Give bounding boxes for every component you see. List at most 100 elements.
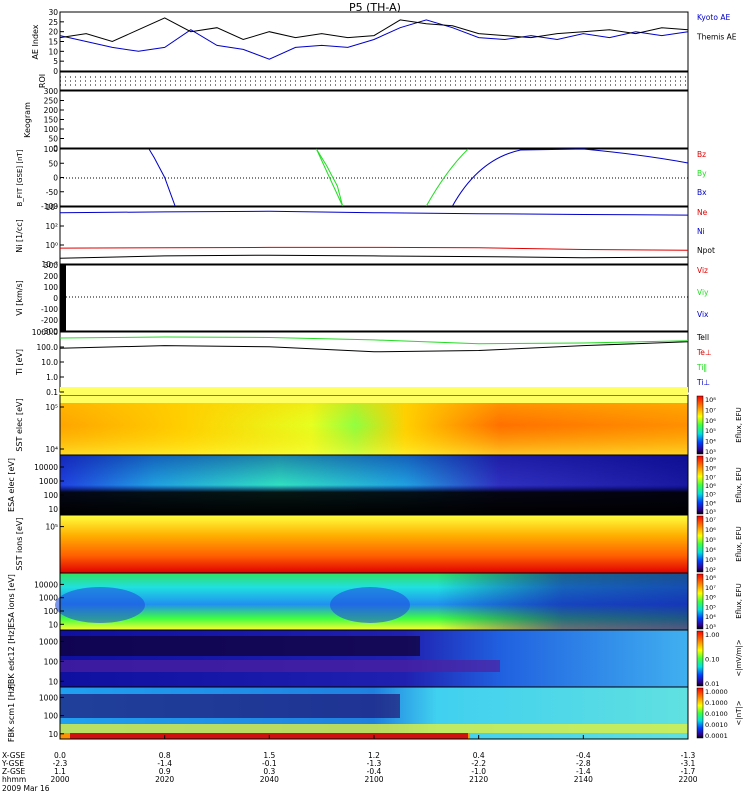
cbar-tick-label: 0.10 [705, 656, 719, 664]
legend-velocity: Vix [697, 310, 709, 319]
legend-bfit: Bz [697, 150, 706, 159]
y-tick-label: 0.1 [46, 388, 58, 397]
y-tick-label: 250 [44, 97, 59, 106]
y-tick-label: 10⁵ [45, 403, 58, 412]
ephemeris-value: -1.0 [471, 767, 486, 776]
ephem-label-z: Z-GSE [2, 767, 26, 776]
ephemeris-value: 2200 [678, 775, 697, 784]
y-tick-label: 0 [53, 67, 58, 76]
y-tick-label: -300 [41, 327, 58, 336]
y-tick-label: 10⁵ [45, 523, 58, 532]
series-line-temperature [59, 341, 689, 353]
series-line-ae [59, 17, 689, 43]
esa-ion-dip-left [55, 587, 145, 623]
y-tick-label: 0 [53, 294, 58, 303]
frame-keogram [59, 90, 689, 149]
y-axis-labels: AE Index ROI Keogram B_FIT [GSE] [nT] Ni… [7, 24, 47, 742]
ephemeris-value: 1.2 [368, 751, 380, 760]
y-tick-label: 10 [48, 620, 58, 629]
y-tick-label: 10000 [34, 463, 58, 472]
y-tick-label: 150 [44, 116, 59, 125]
y-tick-label: 0 [53, 174, 58, 183]
y-tick-label: 50 [48, 135, 58, 144]
legend-bfit: Bx [697, 188, 707, 197]
cbar-tick-label: 0.0001 [705, 732, 728, 740]
y-tick-label: 10000 [34, 580, 58, 589]
ephemeris-value: -0.4 [576, 751, 591, 760]
colorbar-fbk-b [696, 687, 704, 739]
y-tick-label: 1000 [39, 637, 58, 646]
y-tick-label: 100 [44, 491, 59, 500]
series-line-density [59, 254, 689, 259]
ephemeris-value: -3.1 [681, 759, 696, 768]
series-line-density [59, 246, 689, 251]
y-tick-label: 15 [48, 38, 58, 47]
cbar-tick-label: 10⁵ [705, 536, 716, 544]
series-line-ae [59, 19, 689, 60]
heatmap-fills [55, 395, 688, 739]
y-tick-label: 50 [48, 159, 58, 168]
legend-velocity: Viz [697, 266, 708, 275]
frame-velocity [59, 264, 689, 332]
ephemeris-value: -2.3 [53, 759, 68, 768]
ephemeris-value: 0.0 [54, 751, 66, 760]
legend-density: Ne [697, 208, 708, 217]
ephemeris-value: 1.1 [54, 767, 66, 776]
legend-temperature: Ti‖ [696, 363, 707, 372]
ylabel-esa-i: ESA ions [eV] [7, 574, 16, 628]
ephemeris-labels: X-GSE Y-GSE Z-GSE hhmm 2009 Mar 16 [1, 751, 50, 793]
ephemeris-value: 0.9 [159, 767, 171, 776]
colorbar-sst-i [696, 515, 704, 573]
y-tick-label: 100 [44, 657, 59, 666]
series-line-bfit-by2 [315, 148, 344, 207]
y-tick-label: 200 [44, 106, 59, 115]
esa-electron-heatmap-shade [60, 455, 688, 515]
ephemeris-value: -1.4 [157, 759, 172, 768]
ephem-label-x: X-GSE [2, 751, 25, 760]
legend-temperature: Ti⊥ [696, 378, 710, 387]
series-line-bfit [315, 148, 344, 207]
frame-roi [59, 71, 689, 91]
cbar-tick-label: 10² [705, 566, 716, 574]
cbar-tick-label: 10⁷ [705, 516, 716, 524]
ylabel-bfit: B_FIT [GSE] [nT] [16, 149, 24, 206]
cbar-tick-label: 10³ [705, 448, 716, 456]
y-tick-label: 100 [44, 712, 59, 721]
cbar-label-esa-i: Eflux, EFU [735, 583, 743, 618]
panel-frames [59, 11, 689, 740]
cbar-tick-label: 10⁶ [705, 594, 716, 602]
y-tick-label: 100 [44, 607, 59, 616]
cbar-tick-label: 10⁸ [705, 396, 716, 404]
y-tick-label: 10⁴ [45, 445, 58, 454]
series-line-density [59, 210, 689, 216]
cbar-tick-label: 10⁷ [705, 473, 716, 481]
cbar-tick-label: 10⁴ [705, 438, 716, 446]
y-tick-label: 20 [48, 28, 58, 37]
ephemeris-value: -2.2 [471, 759, 486, 768]
y-tick-label: 10⁻² [41, 260, 58, 269]
y-tick-label: 10⁰ [45, 241, 58, 250]
ephemeris-value: 2140 [574, 775, 593, 784]
series-line-bfit [148, 148, 176, 207]
ylabel-keogram: Keogram [23, 102, 32, 138]
series-line-temperature [59, 336, 689, 345]
cbar-tick-label: 10⁵ [705, 491, 716, 499]
cbar-tick-label: 0.0010 [705, 721, 728, 729]
y-tick-label: 10 [48, 730, 58, 739]
colorbar-esa-e [696, 455, 704, 515]
ephemeris-value: -0.1 [262, 759, 277, 768]
y-tick-label: 25 [48, 18, 58, 27]
cbar-tick-label: 10⁷ [705, 406, 716, 414]
cbar-label-fbk-e: <|mV/m|> [735, 639, 743, 676]
ylabel-ae: AE Index [31, 24, 40, 59]
y-tick-label: 10 [48, 47, 58, 56]
frame-ae [59, 11, 689, 72]
legend-density: Ni [697, 227, 705, 236]
ylabel-temperature: Ti [eV] [15, 349, 24, 376]
ephemeris-value: -1.3 [367, 759, 382, 768]
y-tick-label: 300 [44, 87, 59, 96]
y-tick-label: -100 [41, 305, 58, 314]
ephemeris-value: 1.5 [263, 751, 275, 760]
legend-ae: Themis AE [696, 33, 737, 42]
